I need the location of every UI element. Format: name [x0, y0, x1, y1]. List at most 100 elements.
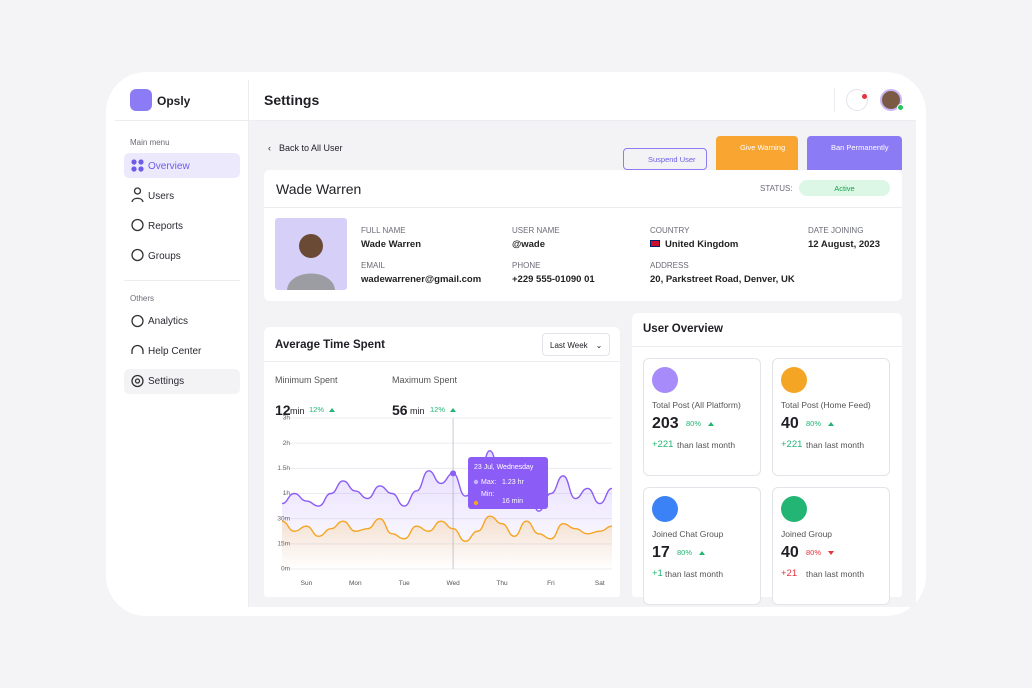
card-icon: [652, 367, 678, 393]
card-title: Joined Group: [781, 529, 833, 539]
y-tick-label: 1.5h: [277, 465, 290, 472]
card-change: 80%: [677, 548, 693, 557]
card-arrow: [828, 422, 834, 426]
stat-unit: min: [290, 406, 305, 416]
card-delta: +221: [652, 439, 674, 450]
warning-button[interactable]: Give Warning: [716, 136, 798, 170]
stat-value: 56: [392, 402, 408, 418]
field-label: USER NAME: [512, 226, 560, 235]
stat-label: Minimum Spent: [275, 375, 338, 385]
content-bg: [249, 597, 916, 607]
nav-item[interactable]: Settings: [148, 376, 185, 387]
user-name: Wade Warren: [276, 181, 362, 197]
card-delta: +21: [781, 568, 798, 579]
nav-item[interactable]: Groups: [148, 251, 181, 262]
card-note: than last month: [677, 440, 736, 450]
field-label: PHONE: [512, 261, 541, 270]
y-tick-label: 2h: [283, 440, 291, 447]
field-label: ADDRESS: [650, 261, 689, 270]
card-arrow: [708, 422, 714, 426]
status-badge: Active: [799, 180, 890, 196]
ban-button[interactable]: Ban Permanently: [807, 136, 902, 170]
field-value: 12 August, 2023: [808, 239, 880, 250]
back-link[interactable]: ‹ Back to All User: [268, 143, 343, 153]
field-label: FULL NAME: [361, 226, 406, 235]
line: [281, 450, 613, 512]
legend-dot: [473, 500, 479, 506]
stat-unit: min: [410, 406, 425, 416]
field-value: wadewarrener@gmail.com: [361, 274, 482, 285]
x-tick-label: Tue: [399, 580, 410, 587]
card-title: Joined Chat Group: [652, 529, 724, 539]
card-note: than last month: [665, 569, 724, 579]
card-note: than last month: [806, 440, 865, 450]
x-tick-label: Sun: [301, 580, 313, 587]
tooltip-text: Max:: [481, 479, 496, 486]
tooltip-text: 23 Jul, Wednesday: [474, 464, 534, 471]
card-change: 80%: [806, 419, 822, 428]
nav-item[interactable]: Help Center: [148, 346, 202, 357]
stat-change: 12%: [430, 405, 446, 414]
card-title: Total Post (Home Feed): [781, 400, 871, 410]
logo: [130, 89, 152, 111]
field-label: DATE JOINING: [808, 226, 864, 235]
page-title: Settings: [264, 92, 320, 108]
brand: Opsly: [157, 94, 191, 108]
badge: [862, 94, 867, 99]
y-tick-label: 0m: [281, 566, 290, 573]
nav-item[interactable]: Analytics: [148, 316, 189, 327]
y-tick-label: 3h: [283, 415, 291, 422]
field-value: @wade: [512, 239, 546, 250]
up-arrow: [450, 408, 456, 412]
card-value: 40: [781, 415, 799, 432]
divider: [248, 80, 249, 607]
x-tick-label: Wed: [446, 580, 460, 587]
field-value: Wade Warren: [361, 239, 422, 250]
suspend-button[interactable]: Suspend User: [623, 148, 707, 170]
back-text: Back to All User: [279, 143, 343, 153]
tooltip: [468, 457, 548, 509]
field-value: United Kingdom: [665, 239, 739, 250]
card-value: 203: [652, 415, 679, 432]
divider: [264, 361, 620, 362]
card-change: 80%: [806, 548, 822, 557]
line: [281, 515, 613, 543]
panel-title: Average Time Spent: [275, 339, 385, 351]
nav-item[interactable]: Overview: [148, 161, 190, 172]
card-icon: [781, 496, 807, 522]
status-label: STATUS:: [760, 184, 793, 193]
section-label: Others: [130, 294, 155, 303]
x-tick-label: Thu: [496, 580, 508, 587]
profile-card: [264, 170, 902, 301]
panel-title: User Overview: [643, 323, 723, 335]
line-chart: 0m15m30m1h1.5h2h3hSunMonTueWedThuFriSat2…: [277, 415, 613, 587]
field-value: +229 555-01090 01: [512, 274, 595, 285]
card-delta: +221: [781, 439, 803, 450]
avatar[interactable]: [880, 89, 902, 111]
card-title: Total Post (All Platform): [652, 400, 741, 410]
section-label: Main menu: [130, 138, 170, 147]
divider: [834, 88, 835, 112]
legend-dot: [473, 479, 479, 485]
notification-button[interactable]: [846, 89, 868, 111]
stat-change: 12%: [309, 405, 325, 414]
online-dot: [897, 104, 904, 111]
divider: [124, 280, 240, 281]
stat-label: Maximum Spent: [392, 375, 458, 385]
card-change: 80%: [686, 419, 702, 428]
divider: [264, 207, 902, 208]
flag: [650, 240, 660, 247]
card-arrow: [699, 551, 705, 555]
nav-item[interactable]: Users: [148, 191, 175, 202]
nav-icons: [131, 159, 144, 388]
field-label: COUNTRY: [650, 226, 690, 235]
field-label: EMAIL: [361, 261, 386, 270]
card-value: 40: [781, 544, 799, 561]
nav-item[interactable]: Reports: [148, 221, 184, 232]
field-value: 20, Parkstreet Road, Denver, UK: [650, 274, 795, 285]
range-select[interactable]: Last Week ⌄: [542, 333, 610, 356]
tooltip-text: 16 min: [502, 498, 523, 505]
stat-value: 12: [275, 402, 291, 418]
y-tick-label: 1h: [283, 490, 291, 497]
